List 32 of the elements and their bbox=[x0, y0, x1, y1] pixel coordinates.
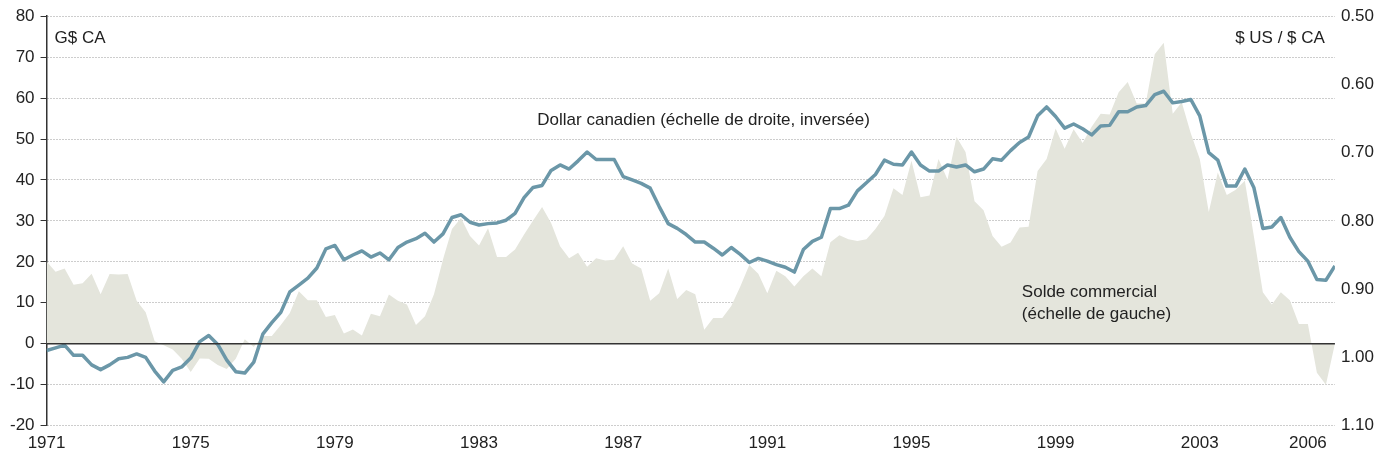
y-tick-label: 0 bbox=[25, 333, 35, 353]
y-tick-label: 70 bbox=[15, 46, 35, 66]
series-label: Solde commercial (échelle de gauche) bbox=[1021, 282, 1172, 324]
y2-tick-label: 0.90 bbox=[1340, 278, 1375, 298]
y-tick-label: 80 bbox=[15, 5, 35, 25]
x-tick-label: 2006 bbox=[1288, 433, 1327, 453]
y-tick-label: 20 bbox=[15, 251, 35, 271]
text: Dollar canadien (échelle de droite, inversée) bbox=[537, 110, 870, 130]
y2-tick-label: 1.00 bbox=[1340, 347, 1375, 367]
x-tick-label: 1979 bbox=[315, 433, 354, 453]
x-tick-label: 1983 bbox=[460, 433, 498, 453]
y-tick-label: 10 bbox=[15, 292, 35, 312]
x-tick-label: 1975 bbox=[171, 433, 210, 453]
y2-tick-label: 0.70 bbox=[1340, 142, 1375, 162]
x-tick-label: 2003 bbox=[1180, 433, 1219, 453]
y-tick-label: 60 bbox=[15, 87, 35, 107]
x-tick-label: 1999 bbox=[1036, 433, 1075, 453]
y2-tick-label: 1.10 bbox=[1340, 415, 1375, 435]
y-tick-label: 50 bbox=[15, 128, 35, 148]
x-tick-label: 1995 bbox=[892, 433, 931, 453]
y-tick-label: 30 bbox=[15, 210, 35, 230]
y2-tick-label: 0.50 bbox=[1340, 5, 1375, 25]
x-tick-label: 1971 bbox=[27, 433, 66, 453]
y2-tick-label: 0.60 bbox=[1340, 74, 1375, 94]
y2-tick-label: 0.80 bbox=[1340, 210, 1375, 230]
y-tick-label: -20 bbox=[9, 415, 35, 435]
y-tick-label: -10 bbox=[9, 374, 35, 394]
x-tick-label: 1987 bbox=[604, 433, 643, 453]
y-axis-title: G$ CA bbox=[54, 27, 107, 47]
y2-axis-title: $ US / $ CA bbox=[1235, 27, 1326, 47]
y-tick-label: 40 bbox=[15, 169, 35, 189]
x-tick-label: 1991 bbox=[748, 433, 787, 453]
